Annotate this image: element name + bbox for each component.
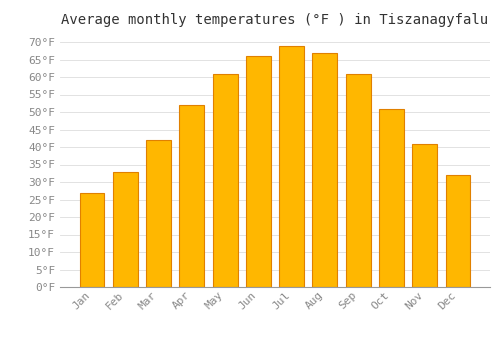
Bar [312,52,338,287]
Bar [446,175,470,287]
Bar [246,56,271,287]
Bar [146,140,171,287]
Bar [113,172,138,287]
Bar [379,108,404,287]
Bar [346,74,370,287]
Bar [80,193,104,287]
Title: Average monthly temperatures (°F ) in Tiszanagyfalu: Average monthly temperatures (°F ) in Ti… [62,13,488,27]
Bar [180,105,204,287]
Bar [412,144,437,287]
Bar [279,46,304,287]
Bar [212,74,238,287]
